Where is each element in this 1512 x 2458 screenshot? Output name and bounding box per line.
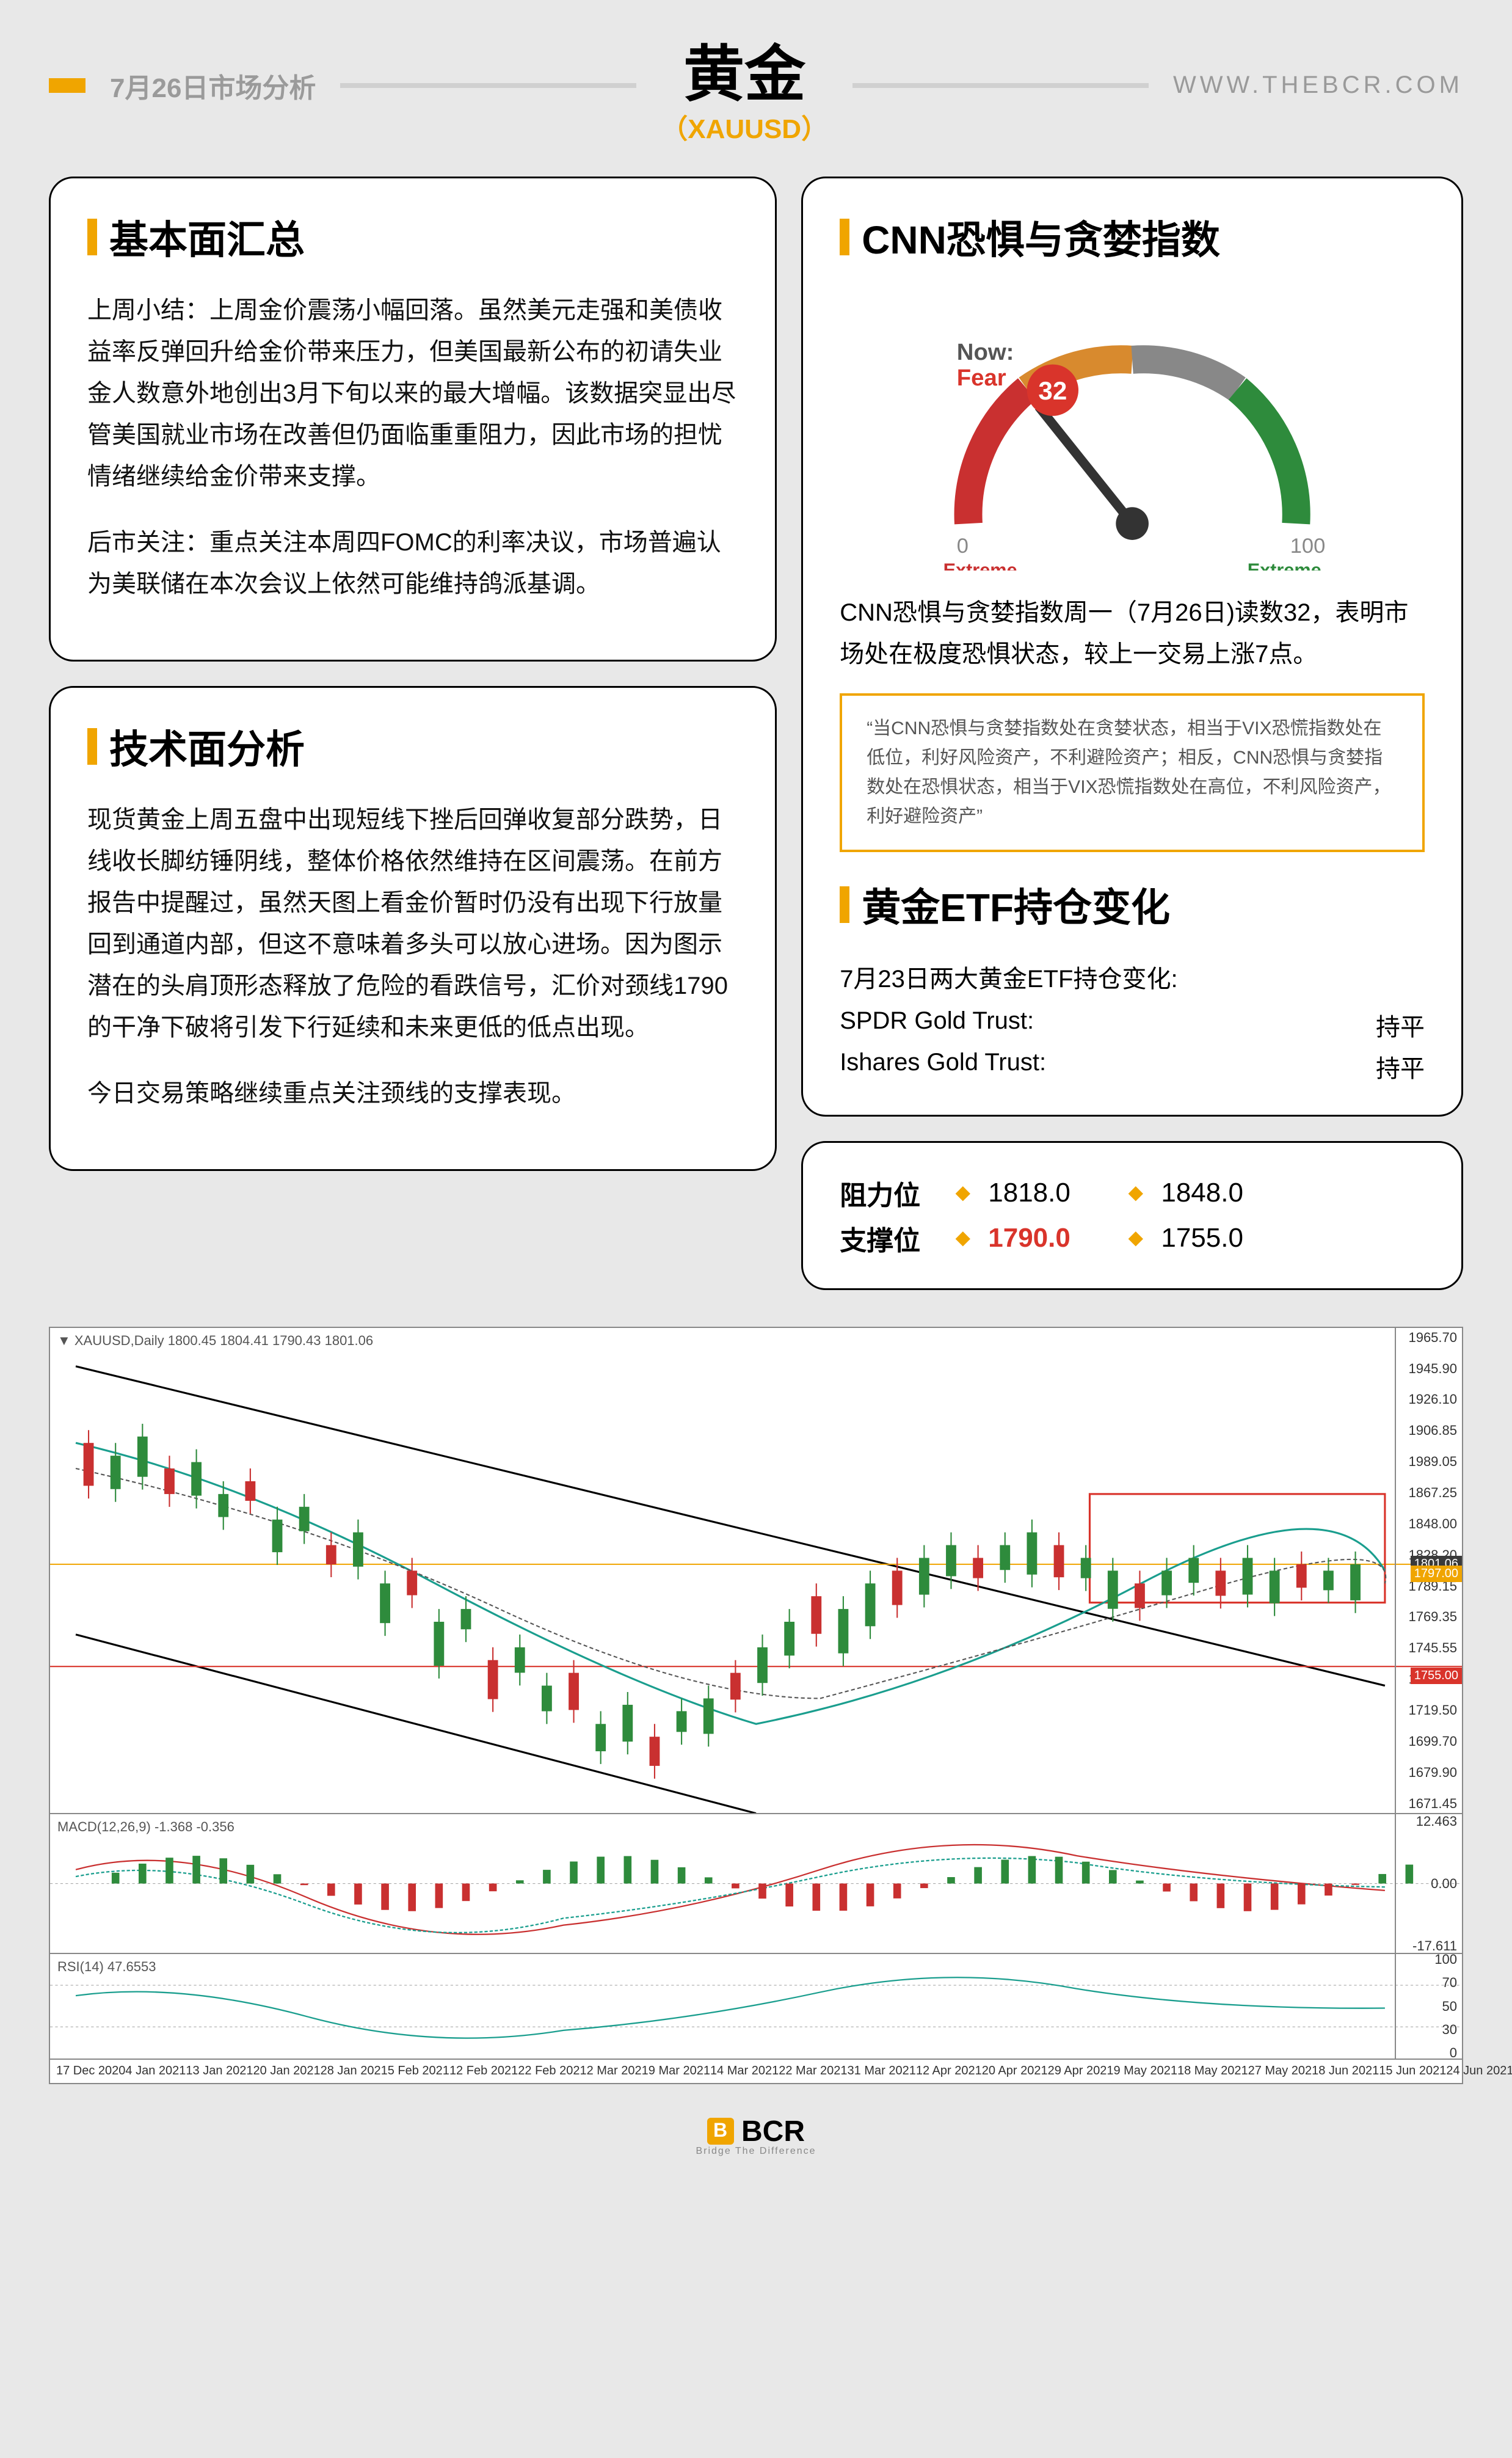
svg-text:50: 50	[1179, 353, 1202, 376]
resistance-label: 阻力位	[840, 1173, 937, 1213]
y-axis-macd: 12.4630.00-17.611	[1395, 1814, 1462, 1953]
r1: 1818.0	[988, 1178, 1110, 1208]
y-axis-rsi: 1007050300	[1395, 1954, 1462, 2058]
technical-card: 技术面分析 现货黄金上周五盘中出现短线下挫后回弹收复部分跌势，日线收长脚纺锤阴线…	[49, 686, 777, 1171]
page-title: 黄金	[661, 24, 828, 113]
divider	[340, 83, 636, 88]
s1: 1790.0	[988, 1223, 1110, 1253]
header-date: 7月26日市场分析	[110, 66, 316, 105]
fundamental-title: 基本面汇总	[109, 209, 305, 265]
technical-p2: 今日交易策略继续重点关注颈线的支撑表现。	[87, 1073, 738, 1114]
svg-text:Now:: Now:	[957, 339, 1014, 365]
x-axis: 17 Dec 20204 Jan 202113 Jan 202120 Jan 2…	[50, 2059, 1462, 2083]
svg-text:32: 32	[1038, 376, 1067, 405]
svg-text:Extreme: Extreme	[943, 560, 1017, 570]
etf-name: Ishares Gold Trust:	[840, 1049, 1046, 1084]
etf-val: 持平	[1376, 1049, 1425, 1084]
support-label: 支撑位	[840, 1219, 937, 1258]
technical-p1: 现货黄金上周五盘中出现短线下挫后回弹收复部分跌势，日线收长脚纺锤阴线，整体价格依…	[87, 799, 738, 1048]
etf-title: 黄金ETF持仓变化	[862, 877, 1170, 933]
svg-text:Extreme: Extreme	[1248, 560, 1321, 570]
fear-title: CNN恐惧与贪婪指数	[862, 209, 1220, 265]
page-symbol: （XAUUSD）	[661, 107, 828, 146]
footer: BCR Bridge The Difference	[0, 2115, 1512, 2157]
s2: 1755.0	[1161, 1223, 1283, 1253]
fundamental-p2: 后市关注：重点关注本周四FOMC的利率决议，市场普遍认为美联储在本次会议上依然可…	[87, 522, 738, 605]
levels-card: 阻力位 ◆ 1818.0 ◆ 1848.0 支撑位 ◆ 1790.0 ◆ 175…	[801, 1141, 1463, 1290]
footer-tag: Bridge The Difference	[0, 2146, 1512, 2157]
svg-text:100: 100	[1290, 534, 1326, 558]
technical-title: 技术面分析	[109, 718, 305, 775]
brand: BCR	[741, 2115, 805, 2148]
header: 7月26日市场分析 黄金 （XAUUSD） WWW.THEBCR.COM	[0, 0, 1512, 158]
accent-bar	[49, 78, 85, 93]
etf-date: 7月23日两大黄金ETF持仓变化:	[840, 957, 1425, 1001]
svg-text:0: 0	[957, 534, 969, 558]
fear-greed-card: CNN恐惧与贪婪指数 32 Now: Fear 50 0	[801, 177, 1463, 1117]
etf-val: 持平	[1376, 1007, 1425, 1043]
fundamental-p1: 上周小结：上周金价震荡小幅回落。虽然美元走强和美债收益率反弹回升给金价带来压力，…	[87, 290, 738, 497]
fear-gauge: 32 Now: Fear 50 0 100 Extreme Fear Extre…	[840, 290, 1425, 574]
price-chart: ▼ XAUUSD,Daily 1800.45 1804.41 1790.43 1…	[49, 1327, 1463, 2084]
r2: 1848.0	[1161, 1178, 1283, 1208]
fundamental-card: 基本面汇总 上周小结：上周金价震荡小幅回落。虽然美元走强和美债收益率反弹回升给金…	[49, 177, 777, 662]
fear-quote: “当CNN恐惧与贪婪指数处在贪婪状态，相当于VIX恐慌指数处在低位，利好风险资产…	[840, 693, 1425, 852]
logo-icon	[707, 2118, 734, 2145]
fear-desc: CNN恐惧与贪婪指数周一（7月26日)读数32，表明市场处在极度恐惧状态，较上一…	[840, 592, 1425, 675]
etf-name: SPDR Gold Trust:	[840, 1007, 1034, 1043]
svg-text:Fear: Fear	[957, 365, 1006, 391]
site-url: WWW.THEBCR.COM	[1173, 71, 1463, 99]
etf-row-2: Ishares Gold Trust: 持平	[840, 1049, 1425, 1084]
etf-row-1: SPDR Gold Trust: 持平	[840, 1007, 1425, 1043]
divider	[852, 83, 1149, 88]
